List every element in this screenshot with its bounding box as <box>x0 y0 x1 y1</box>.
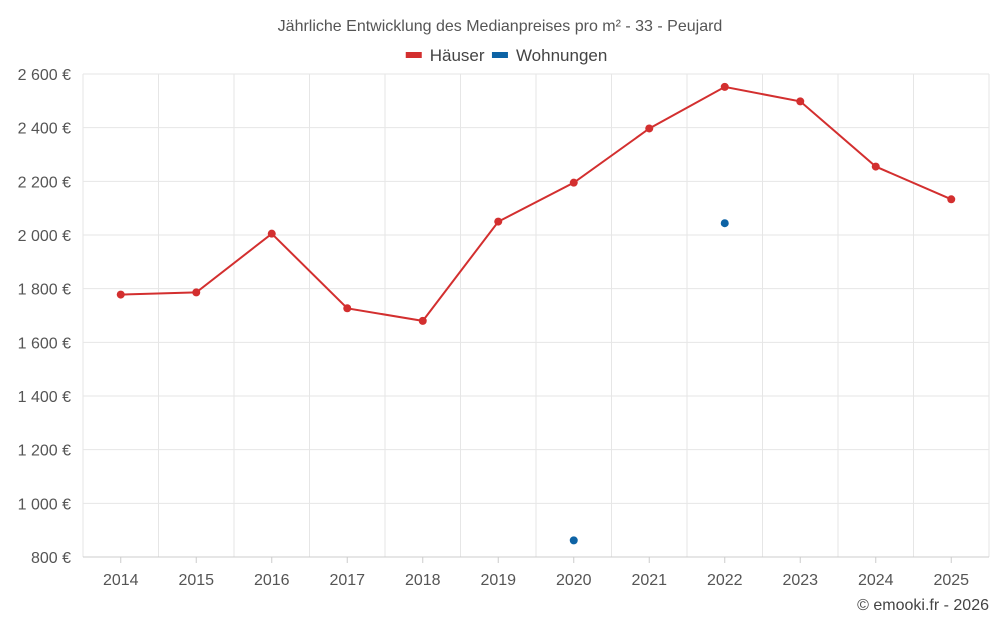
data-point-häuser[interactable] <box>569 178 578 187</box>
x-tick-label: 2017 <box>329 572 365 589</box>
x-tick-label: 2018 <box>405 572 441 589</box>
legend-swatch-häuser <box>405 52 422 58</box>
axes: 800 € 1 000 € 1 200 € 1 400 € 1 600 € 1 800 €… <box>18 67 989 589</box>
data-point-häuser[interactable] <box>267 229 276 238</box>
credit-text: © emooki.fr - 2026 <box>857 597 989 614</box>
series <box>116 82 956 545</box>
legend-label-häuser[interactable]: Häuser <box>430 46 485 65</box>
y-tick-label: 2 000 € <box>18 228 71 245</box>
data-point-häuser[interactable] <box>796 97 805 106</box>
x-tick-label: 2014 <box>103 572 139 589</box>
data-point-wohnungen[interactable] <box>720 219 729 228</box>
x-tick-label: 2024 <box>858 572 894 589</box>
y-tick-label: 1 000 € <box>18 496 71 513</box>
series-line-häuser <box>120 85 952 322</box>
x-tick-label: 2016 <box>254 572 290 589</box>
data-point-häuser[interactable] <box>343 304 352 313</box>
y-tick-label: 2 400 € <box>18 121 71 138</box>
legend-label-wohnungen[interactable]: Wohnungen <box>516 46 607 65</box>
y-tick-label: 1 600 € <box>18 335 71 352</box>
x-tick-label: 2019 <box>480 572 516 589</box>
x-tick-label: 2015 <box>178 572 214 589</box>
y-tick-label: 1 200 € <box>18 443 71 460</box>
grid <box>82 73 990 558</box>
x-tick-label: 2021 <box>631 572 667 589</box>
data-point-häuser[interactable] <box>418 316 427 325</box>
legend: Häuser Wohnungen <box>405 46 607 65</box>
data-point-häuser[interactable] <box>645 124 654 133</box>
x-tick-label: 2020 <box>556 572 592 589</box>
data-point-häuser[interactable] <box>116 290 125 299</box>
data-point-häuser[interactable] <box>192 288 201 297</box>
legend-swatch-wohnungen <box>491 52 508 58</box>
data-point-häuser[interactable] <box>720 82 729 91</box>
chart-title: Jährliche Entwicklung des Medianpreises … <box>278 18 723 35</box>
x-tick-label: 2025 <box>933 572 969 589</box>
data-point-häuser[interactable] <box>494 217 503 226</box>
x-tick-label: 2023 <box>782 572 818 589</box>
y-tick-label: 2 600 € <box>18 67 71 84</box>
y-tick-label: 2 200 € <box>18 174 71 191</box>
data-point-häuser[interactable] <box>871 162 880 171</box>
y-tick-label: 1 400 € <box>18 389 71 406</box>
data-point-häuser[interactable] <box>947 195 956 204</box>
x-tick-label: 2022 <box>707 572 743 589</box>
y-tick-label: 800 € <box>31 550 71 567</box>
y-tick-label: 1 800 € <box>18 282 71 299</box>
data-point-wohnungen[interactable] <box>569 536 578 545</box>
